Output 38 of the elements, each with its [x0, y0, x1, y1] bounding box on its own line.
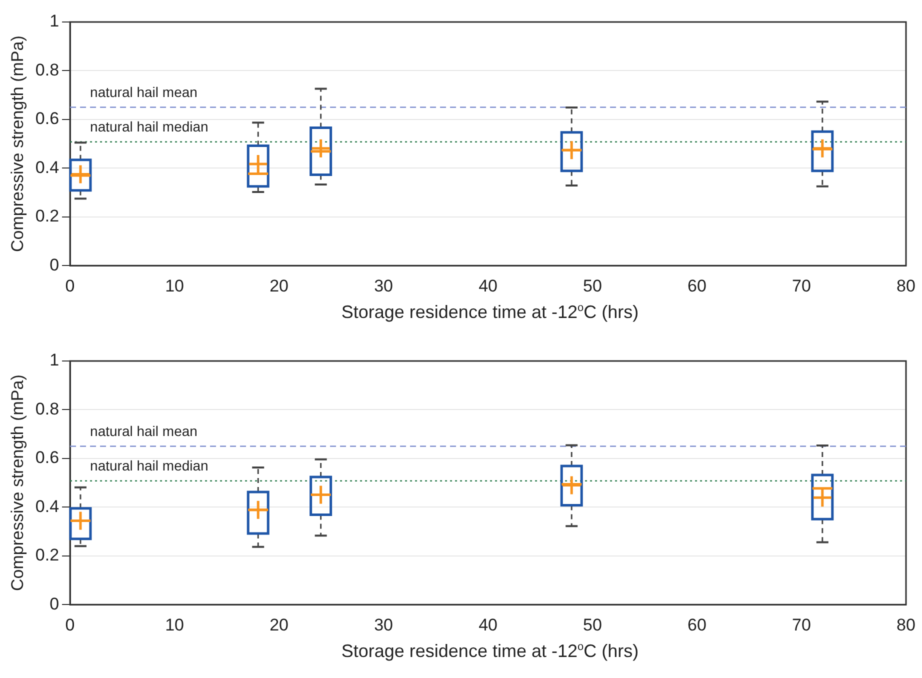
ref-line-label: natural hail mean [90, 84, 198, 100]
x-tick-label: 60 [688, 276, 706, 296]
y-tick-label: 1 [50, 12, 60, 31]
x-tick-label: 40 [478, 276, 498, 296]
x-tick-label: 10 [165, 615, 184, 634]
y-tick-label: 0 [50, 255, 60, 274]
x-tick-label: 10 [165, 276, 184, 296]
x-axis-title: Storage residence time at -12$^{o}$C (hrs) [340, 641, 640, 662]
x-tick-label: 40 [478, 615, 498, 634]
y-tick-label: 0.8 [35, 60, 60, 80]
y-tick-label: 0 [50, 594, 60, 614]
x-tick-label: 20 [270, 615, 288, 634]
x-tick-label: 20 [270, 276, 288, 296]
x-tick-label: 0 [65, 276, 75, 296]
y-axis-title: Compressive strength (mPa) [8, 36, 27, 252]
x-tick-label: 80 [896, 615, 916, 634]
x-tick-label: 70 [792, 276, 811, 296]
y-tick-label: 0.2 [35, 546, 60, 565]
x-tick-label: 30 [374, 615, 393, 634]
y-tick-label: 0.8 [35, 399, 60, 418]
x-tick-label: 70 [792, 615, 811, 634]
x-tick-label: 50 [583, 615, 602, 634]
x-tick-label: 30 [374, 276, 393, 296]
ref-line-label: natural hail median [90, 118, 208, 135]
x-tick-label: 0 [65, 615, 75, 634]
y-tick-label: 0.6 [35, 448, 60, 468]
x-axis-title: Storage residence time at -12$^{o}$C (hrs) [340, 302, 640, 323]
ref-line-label: natural hail median [90, 458, 208, 474]
y-axis-title: Compressive strength (mPa) [8, 374, 27, 591]
y-tick-label: 0.4 [35, 496, 60, 516]
x-tick-label: 60 [688, 615, 706, 634]
y-tick-label: 0.2 [35, 206, 60, 226]
x-tick-label: 50 [583, 276, 602, 296]
ref-line-label: natural hail mean [90, 423, 198, 440]
x-tick-label: 80 [896, 276, 916, 296]
y-tick-label: 1 [50, 350, 60, 370]
y-tick-label: 0.6 [35, 109, 60, 128]
y-tick-label: 0.4 [35, 158, 60, 177]
